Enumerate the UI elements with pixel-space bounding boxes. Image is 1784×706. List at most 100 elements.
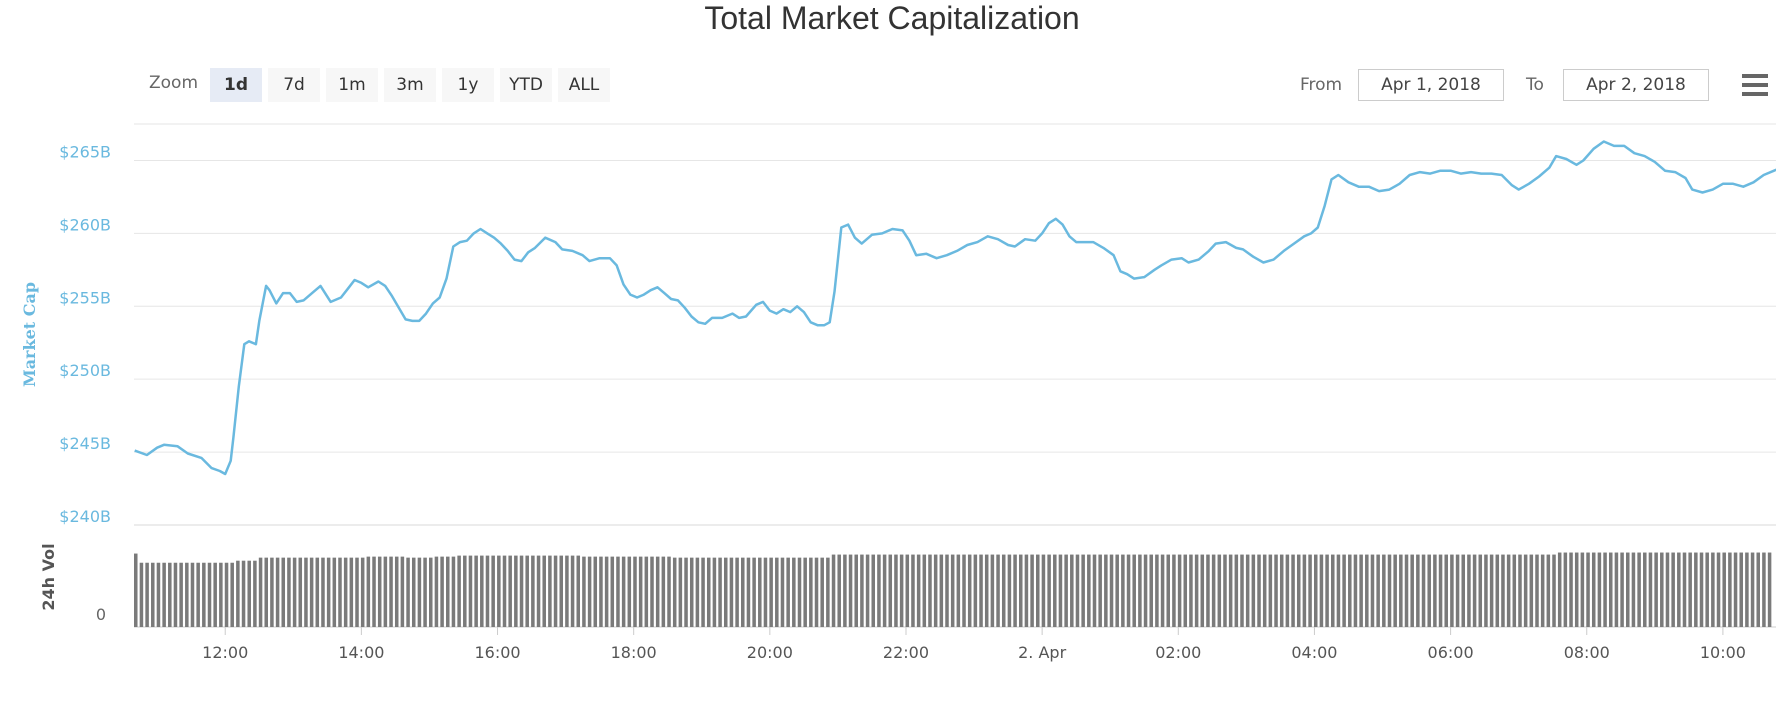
to-date-input[interactable] xyxy=(1563,69,1709,101)
volume-bar xyxy=(1155,554,1159,627)
volume-bar xyxy=(718,557,722,627)
volume-bar xyxy=(343,557,348,627)
volume-bar xyxy=(712,557,717,627)
volume-bar xyxy=(394,556,399,627)
volume-bar xyxy=(202,562,206,627)
zoom-1m-button[interactable]: 1m xyxy=(326,68,378,102)
from-label: From xyxy=(1300,75,1343,95)
volume-bar xyxy=(752,557,756,627)
x-tick-label: 10:00 xyxy=(1700,643,1746,662)
volume-bar xyxy=(1365,554,1369,627)
volume-bar xyxy=(457,555,461,627)
x-tick-label: 22:00 xyxy=(883,643,929,662)
volume-bar xyxy=(1257,554,1261,627)
zoom-3m-button[interactable]: 3m xyxy=(384,68,436,102)
volume-bar xyxy=(1728,552,1732,627)
volume-bar xyxy=(916,554,921,627)
volume-bar xyxy=(270,557,274,627)
volume-bar xyxy=(1376,554,1380,627)
volume-bar xyxy=(304,557,308,627)
volume-bar xyxy=(1245,554,1250,627)
volume-bar xyxy=(173,562,178,627)
volume-bar xyxy=(565,555,569,627)
volume-bar xyxy=(281,557,286,627)
volume-bar xyxy=(809,557,813,627)
volume-bar xyxy=(1104,554,1108,627)
volume-bar xyxy=(979,554,983,627)
chart-title: Total Market Capitalization xyxy=(704,0,1080,36)
volume-bar xyxy=(1529,554,1534,627)
volume-bar xyxy=(780,557,785,627)
volume-bar xyxy=(616,556,620,627)
x-tick-label: 18:00 xyxy=(611,643,657,662)
y-tick-label: $240B xyxy=(59,507,111,526)
volume-bar xyxy=(633,556,637,627)
volume-bar xyxy=(1393,554,1397,627)
volume-bar xyxy=(1206,554,1210,627)
volume-bar xyxy=(621,556,626,627)
volume-bar xyxy=(1081,554,1085,627)
volume-bar xyxy=(1489,554,1494,627)
volume-bar xyxy=(1319,554,1324,627)
volume-bar xyxy=(1070,554,1074,627)
volume-bar xyxy=(888,554,893,627)
x-tick-label: 04:00 xyxy=(1291,643,1337,662)
volume-bar xyxy=(848,554,853,627)
volume-bar xyxy=(1138,554,1142,627)
volume-bar xyxy=(928,554,932,627)
from-date-input[interactable] xyxy=(1358,69,1504,101)
zoom-1d-button[interactable]: 1d xyxy=(210,68,262,102)
volume-bar xyxy=(446,556,450,627)
zoom-1y-button[interactable]: 1y xyxy=(442,68,494,102)
volume-bar xyxy=(587,556,592,627)
volume-bar xyxy=(241,560,246,627)
hamburger-menu-icon[interactable] xyxy=(1742,74,1768,98)
volume-bar xyxy=(1058,554,1063,627)
volume-bar xyxy=(1313,554,1318,627)
volume-bar xyxy=(769,557,773,627)
volume-bar xyxy=(1172,554,1176,627)
volume-bar xyxy=(1325,554,1329,627)
zoom-label: Zoom xyxy=(149,73,199,93)
volume-bar xyxy=(826,557,830,627)
volume-bar xyxy=(650,556,654,627)
volume-bar xyxy=(253,560,257,627)
volume-bar xyxy=(746,557,751,627)
volume-bar xyxy=(1495,554,1500,627)
volume-bar xyxy=(1194,554,1199,627)
volume-bar xyxy=(559,555,563,627)
volume-bar xyxy=(1733,552,1738,627)
volume-bar xyxy=(406,557,410,627)
zoom-ytd-button[interactable]: YTD xyxy=(500,68,552,102)
volume-bar xyxy=(139,562,144,627)
volume-bar xyxy=(803,557,807,627)
volume-bar xyxy=(1189,554,1193,627)
volume-bar xyxy=(1506,554,1511,627)
volume-bar xyxy=(440,556,444,627)
volume-bar xyxy=(610,556,615,627)
volume-bar xyxy=(1512,554,1517,627)
volume-bar xyxy=(797,557,802,627)
volume-bar xyxy=(429,557,433,627)
volume-bar xyxy=(593,556,598,627)
volume-bar xyxy=(1591,552,1596,627)
volume-bar xyxy=(1041,554,1046,627)
volume-bar xyxy=(434,556,439,627)
volume-bar xyxy=(1285,554,1290,627)
volume-bar xyxy=(865,554,870,627)
volume-bar xyxy=(468,555,473,627)
volume-bar xyxy=(292,557,297,627)
x-tick-label: 12:00 xyxy=(202,643,248,662)
volume-bar xyxy=(950,554,955,627)
zoom-all-button[interactable]: ALL xyxy=(558,68,610,102)
volume-bar xyxy=(190,562,195,627)
volume-bar xyxy=(1211,554,1216,627)
volume-bar xyxy=(1467,554,1471,627)
volume-bar xyxy=(236,560,240,627)
volume-bar xyxy=(179,562,183,627)
volume-bar xyxy=(349,557,354,627)
volume-bar xyxy=(1092,554,1097,627)
zoom-7d-button[interactable]: 7d xyxy=(268,68,320,102)
volume-bar xyxy=(411,557,416,627)
